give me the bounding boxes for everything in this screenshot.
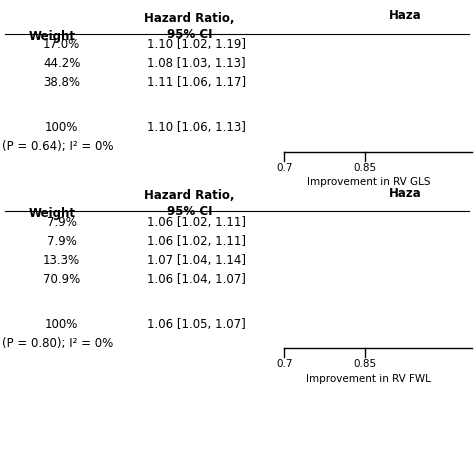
Text: 100%: 100%: [45, 318, 78, 330]
Text: 1.06 [1.02, 1.11]: 1.06 [1.02, 1.11]: [147, 235, 246, 247]
Text: (P = 0.80); I² = 0%: (P = 0.80); I² = 0%: [2, 337, 114, 349]
Text: 0.85: 0.85: [353, 163, 376, 173]
Text: 44.2%: 44.2%: [43, 57, 80, 70]
Text: Improvement in RV FWL: Improvement in RV FWL: [306, 374, 431, 383]
Text: 7.9%: 7.9%: [46, 235, 77, 247]
Text: Haza: Haza: [389, 187, 421, 200]
Text: 1.06 [1.02, 1.11]: 1.06 [1.02, 1.11]: [147, 216, 246, 228]
Text: 0.85: 0.85: [353, 359, 376, 369]
Text: 1.08 [1.03, 1.13]: 1.08 [1.03, 1.13]: [147, 57, 246, 70]
Text: 1.06 [1.05, 1.07]: 1.06 [1.05, 1.07]: [147, 318, 246, 330]
Text: 0.7: 0.7: [276, 359, 292, 369]
Text: Hazard Ratio,
95% CI: Hazard Ratio, 95% CI: [145, 12, 235, 41]
Text: 13.3%: 13.3%: [43, 254, 80, 266]
Text: Hazard Ratio,
95% CI: Hazard Ratio, 95% CI: [145, 189, 235, 218]
Text: 1.07 [1.04, 1.14]: 1.07 [1.04, 1.14]: [147, 254, 246, 266]
Text: 38.8%: 38.8%: [43, 76, 80, 89]
Text: Improvement in RV GLS: Improvement in RV GLS: [307, 177, 430, 187]
Text: 0.7: 0.7: [276, 163, 292, 173]
Text: 17.0%: 17.0%: [43, 38, 80, 51]
Text: 7.9%: 7.9%: [46, 216, 77, 228]
Text: 1.10 [1.06, 1.13]: 1.10 [1.06, 1.13]: [147, 121, 246, 134]
Text: Haza: Haza: [389, 9, 421, 22]
Text: 1.11 [1.06, 1.17]: 1.11 [1.06, 1.17]: [147, 76, 246, 89]
Text: Weight: Weight: [28, 30, 75, 43]
Text: 70.9%: 70.9%: [43, 273, 80, 285]
Text: 1.10 [1.02, 1.19]: 1.10 [1.02, 1.19]: [147, 38, 246, 51]
Text: (P = 0.64); I² = 0%: (P = 0.64); I² = 0%: [2, 140, 114, 153]
Text: 100%: 100%: [45, 121, 78, 134]
Text: Weight: Weight: [28, 207, 75, 220]
Text: 1.06 [1.04, 1.07]: 1.06 [1.04, 1.07]: [147, 273, 246, 285]
